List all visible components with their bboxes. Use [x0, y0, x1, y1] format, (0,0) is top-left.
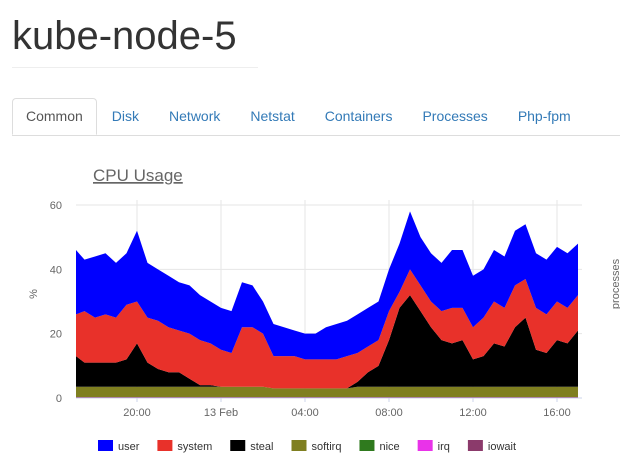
legend-item-system[interactable]: system: [157, 440, 212, 453]
legend-label: steal: [250, 441, 273, 453]
legend-item-softirq[interactable]: softirq: [291, 440, 342, 453]
tab-netstat[interactable]: Netstat: [250, 108, 295, 124]
series-area-steal: [76, 295, 578, 389]
legend-label: irq: [438, 441, 450, 453]
tab-bar: Common Disk Network Netstat Containers P…: [12, 98, 620, 136]
chart-title[interactable]: CPU Usage: [93, 166, 183, 185]
x-tick-label: 12:00: [459, 407, 487, 419]
legend-swatch: [230, 440, 246, 451]
series-area-user: [76, 211, 578, 360]
legend-swatch: [417, 440, 433, 451]
legend-swatch: [291, 440, 307, 451]
legend-label: softirq: [312, 441, 342, 453]
legend-label: system: [177, 441, 212, 453]
title-divider: [12, 67, 258, 68]
page-title: kube-node-5: [12, 14, 237, 58]
x-tick-label: 16:00: [543, 407, 571, 419]
x-tick-label: 20:00: [123, 407, 151, 419]
legend-item-irq[interactable]: irq: [417, 440, 450, 453]
legend-label: nice: [379, 441, 399, 453]
tab-processes[interactable]: Processes: [422, 108, 488, 124]
y-axis-label: %: [28, 289, 40, 299]
legend-label: user: [118, 441, 140, 453]
x-tick-label: 13 Feb: [204, 407, 238, 419]
tab-common[interactable]: Common: [12, 98, 97, 135]
y-tick-label: 40: [50, 264, 62, 276]
legend-item-steal[interactable]: steal: [230, 440, 274, 453]
series-area-softirq: [76, 386, 578, 398]
tab-containers[interactable]: Containers: [324, 108, 393, 124]
series-area-system: [76, 269, 578, 389]
tab-network[interactable]: Network: [169, 108, 221, 124]
legend-swatch: [467, 440, 483, 451]
legend-swatch: [157, 440, 173, 451]
legend-item-user[interactable]: user: [98, 440, 140, 453]
y-tick-label: 60: [50, 200, 62, 212]
legend-swatch: [359, 440, 375, 451]
legend-item-iowait[interactable]: iowait: [467, 440, 516, 453]
y-tick-label: 0: [56, 393, 62, 405]
y2-axis-label: processes: [610, 258, 620, 309]
legend-swatch: [98, 440, 113, 451]
x-tick-label: 08:00: [375, 407, 403, 419]
tab-php-fpm[interactable]: Php-fpm: [517, 108, 571, 124]
legend-item-nice[interactable]: nice: [359, 440, 400, 453]
tab-disk[interactable]: Disk: [111, 108, 140, 124]
y-tick-label: 20: [50, 329, 62, 341]
x-tick-label: 04:00: [291, 407, 319, 419]
legend-label: iowait: [488, 441, 516, 453]
